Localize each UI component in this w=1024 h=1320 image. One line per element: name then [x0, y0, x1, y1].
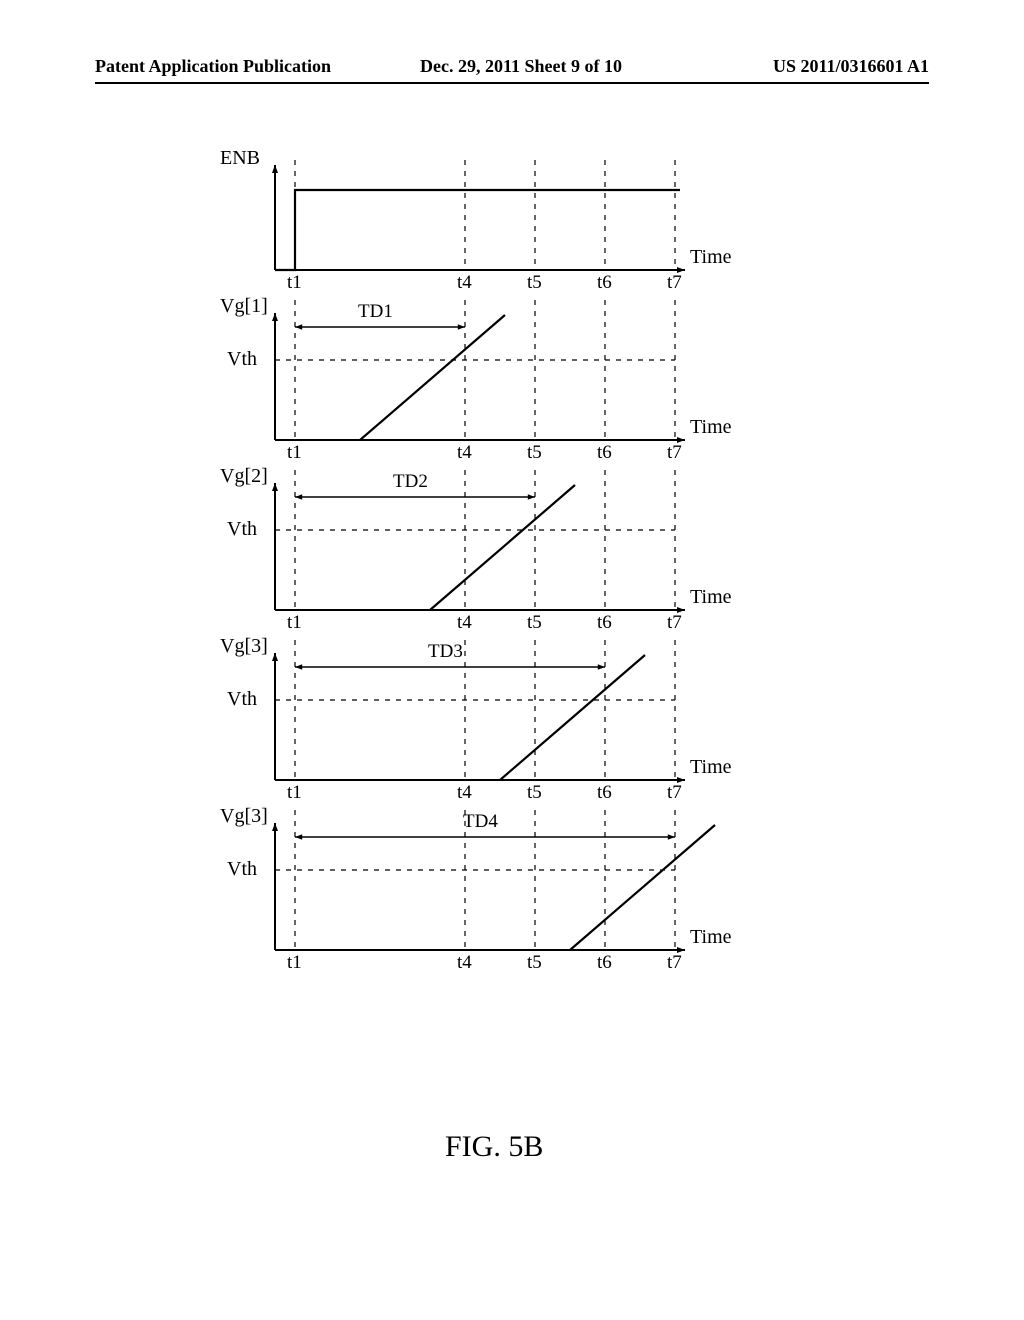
y-axis-label: Vg[3]	[220, 635, 268, 658]
tick-label-t4: t4	[457, 782, 472, 804]
chart-vg4: Vg[3] Vth Time t1 t4 t5 t6 t7 TD4	[135, 805, 835, 975]
td-label: TD1	[358, 301, 393, 323]
td-label: TD2	[393, 471, 428, 493]
tick-label-t5: t5	[527, 782, 542, 804]
tick-label-t7: t7	[667, 952, 682, 974]
tick-label-t7: t7	[667, 782, 682, 804]
tick-label-t4: t4	[457, 612, 472, 634]
td-label: TD3	[428, 641, 463, 663]
tick-label-t7: t7	[667, 442, 682, 464]
tick-label-t4: t4	[457, 442, 472, 464]
vth-label: Vth	[227, 858, 257, 881]
y-axis-label: Vg[1]	[220, 295, 268, 318]
tick-label-t6: t6	[597, 612, 612, 634]
vth-label: Vth	[227, 688, 257, 711]
page: Patent Application Publication Dec. 29, …	[0, 0, 1024, 1320]
tick-label-t5: t5	[527, 442, 542, 464]
x-axis-label: Time	[690, 926, 732, 949]
header-right: US 2011/0316601 A1	[773, 56, 929, 77]
tick-label-t6: t6	[597, 272, 612, 294]
vth-label: Vth	[227, 518, 257, 541]
tick-label-t6: t6	[597, 782, 612, 804]
header-left: Patent Application Publication	[95, 56, 331, 77]
header-center: Dec. 29, 2011 Sheet 9 of 10	[420, 56, 622, 77]
figure-label: FIG. 5B	[445, 1130, 543, 1164]
chart-vg3: Vg[3] Vth Time t1 t4 t5 t6 t7 TD3	[135, 635, 835, 805]
tick-label-t5: t5	[527, 612, 542, 634]
header-rule	[95, 82, 929, 84]
vth-label: Vth	[227, 348, 257, 371]
x-axis-label: Time	[690, 756, 732, 779]
tick-label-t7: t7	[667, 612, 682, 634]
tick-label-t7: t7	[667, 272, 682, 294]
x-axis-label: Time	[690, 246, 732, 269]
y-axis-label: Vg[3]	[220, 805, 268, 828]
tick-label-t1: t1	[287, 272, 302, 294]
tick-label-t1: t1	[287, 612, 302, 634]
y-axis-label: Vg[2]	[220, 465, 268, 488]
figure-area: ENBTimet1t4t5t6t7Vg[1]VthTimet1t4t5t6t7T…	[135, 155, 835, 975]
chart-vg2: Vg[2] Vth Time t1 t4 t5 t6 t7 TD2	[135, 465, 835, 635]
tick-label-t4: t4	[457, 952, 472, 974]
tick-label-t1: t1	[287, 952, 302, 974]
tick-label-t6: t6	[597, 952, 612, 974]
x-axis-label: Time	[690, 586, 732, 609]
chart-vg1: Vg[1] Vth Time t1 t4 t5 t6 t7 TD1	[135, 295, 835, 465]
tick-label-t6: t6	[597, 442, 612, 464]
chart-enb: ENBTimet1t4t5t6t7	[135, 155, 835, 295]
tick-label-t4: t4	[457, 272, 472, 294]
td-label: TD4	[463, 811, 498, 833]
tick-label-t5: t5	[527, 272, 542, 294]
tick-label-t1: t1	[287, 442, 302, 464]
tick-label-t1: t1	[287, 782, 302, 804]
x-axis-label: Time	[690, 416, 732, 439]
tick-label-t5: t5	[527, 952, 542, 974]
y-axis-label: ENB	[220, 147, 260, 170]
